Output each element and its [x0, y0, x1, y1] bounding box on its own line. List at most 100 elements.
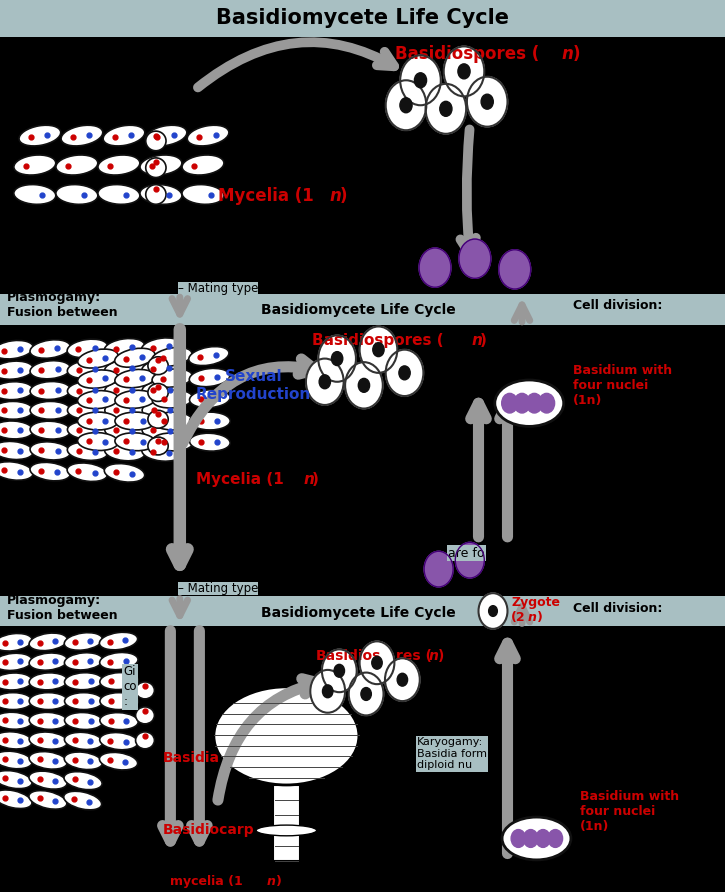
Circle shape — [386, 350, 423, 396]
Circle shape — [360, 326, 397, 373]
Ellipse shape — [142, 359, 183, 377]
Text: Mycelia (1: Mycelia (1 — [218, 187, 313, 205]
Circle shape — [358, 378, 370, 392]
Ellipse shape — [0, 751, 32, 769]
Ellipse shape — [141, 338, 182, 357]
Ellipse shape — [182, 155, 224, 175]
Bar — [273, 785, 300, 861]
Circle shape — [319, 375, 331, 389]
Ellipse shape — [98, 155, 140, 175]
Bar — [0, 294, 725, 325]
Circle shape — [478, 593, 507, 629]
Ellipse shape — [14, 155, 56, 175]
Circle shape — [372, 657, 382, 669]
Ellipse shape — [142, 443, 183, 461]
Ellipse shape — [0, 341, 33, 359]
Ellipse shape — [152, 347, 192, 367]
Circle shape — [400, 98, 412, 112]
Ellipse shape — [0, 712, 32, 730]
Text: n: n — [471, 334, 482, 348]
Ellipse shape — [145, 125, 187, 146]
Ellipse shape — [100, 713, 138, 730]
Ellipse shape — [104, 381, 145, 399]
Ellipse shape — [142, 422, 183, 440]
Circle shape — [397, 673, 407, 686]
Circle shape — [360, 641, 394, 684]
Text: ): ) — [536, 611, 542, 624]
Circle shape — [373, 343, 384, 357]
Text: mycelia (1: mycelia (1 — [170, 875, 243, 888]
Text: Basidiomycete Life Cycle: Basidiomycete Life Cycle — [216, 8, 509, 28]
Circle shape — [467, 77, 508, 127]
Ellipse shape — [0, 731, 32, 749]
Ellipse shape — [78, 412, 118, 430]
Ellipse shape — [152, 390, 193, 408]
Ellipse shape — [148, 410, 168, 428]
Text: Basidiomycete Life Cycle: Basidiomycete Life Cycle — [261, 302, 456, 317]
Circle shape — [415, 73, 426, 87]
Ellipse shape — [104, 442, 145, 461]
Ellipse shape — [152, 412, 193, 430]
Circle shape — [489, 606, 497, 616]
Ellipse shape — [502, 817, 571, 860]
Ellipse shape — [115, 412, 156, 430]
Ellipse shape — [67, 442, 108, 460]
Ellipse shape — [78, 349, 118, 368]
Circle shape — [331, 351, 343, 366]
Ellipse shape — [99, 632, 138, 650]
Text: Basidiospores (: Basidiospores ( — [312, 334, 444, 348]
Circle shape — [458, 64, 470, 78]
Circle shape — [526, 393, 542, 413]
Text: Karyogamy:
Basidia form
diploid nu: Karyogamy: Basidia form diploid nu — [417, 737, 487, 771]
Ellipse shape — [188, 347, 229, 366]
Bar — [0, 0, 725, 37]
Ellipse shape — [30, 382, 70, 400]
Circle shape — [361, 688, 371, 700]
Ellipse shape — [0, 442, 33, 459]
Ellipse shape — [189, 390, 230, 408]
Ellipse shape — [19, 125, 61, 146]
Circle shape — [440, 102, 452, 116]
Circle shape — [548, 830, 563, 847]
Ellipse shape — [105, 401, 146, 419]
Ellipse shape — [64, 772, 102, 789]
Ellipse shape — [0, 382, 33, 400]
Text: Cell division:: Cell division: — [573, 602, 662, 615]
Ellipse shape — [29, 790, 67, 809]
Ellipse shape — [0, 673, 32, 690]
Ellipse shape — [30, 442, 70, 460]
Ellipse shape — [30, 462, 70, 481]
Ellipse shape — [146, 131, 166, 151]
Circle shape — [539, 393, 555, 413]
Circle shape — [306, 359, 344, 405]
Ellipse shape — [148, 437, 168, 455]
Text: n: n — [303, 473, 314, 487]
Ellipse shape — [65, 692, 103, 710]
Ellipse shape — [148, 357, 168, 375]
Ellipse shape — [30, 340, 70, 359]
Text: Basidium with
four nuclei
(1n): Basidium with four nuclei (1n) — [580, 790, 679, 833]
Ellipse shape — [61, 125, 103, 146]
Ellipse shape — [30, 401, 71, 419]
Text: Plasmogamy:
Fusion between: Plasmogamy: Fusion between — [7, 291, 118, 319]
Ellipse shape — [65, 713, 103, 730]
Ellipse shape — [148, 384, 168, 401]
Ellipse shape — [0, 401, 33, 419]
Circle shape — [386, 80, 426, 130]
Ellipse shape — [0, 633, 32, 651]
Ellipse shape — [115, 391, 155, 409]
Ellipse shape — [29, 633, 67, 650]
Circle shape — [426, 84, 466, 134]
Ellipse shape — [0, 421, 33, 439]
Ellipse shape — [78, 370, 118, 388]
Ellipse shape — [99, 732, 138, 750]
Ellipse shape — [67, 401, 108, 419]
Ellipse shape — [142, 381, 183, 399]
FancyArrowPatch shape — [218, 679, 319, 800]
Ellipse shape — [104, 464, 145, 482]
Ellipse shape — [29, 713, 67, 730]
FancyArrowPatch shape — [183, 359, 315, 443]
Text: Basidiocarp: Basidiocarp — [163, 822, 254, 837]
Text: Gi
co
:: Gi co : — [123, 665, 137, 708]
Ellipse shape — [146, 158, 166, 178]
